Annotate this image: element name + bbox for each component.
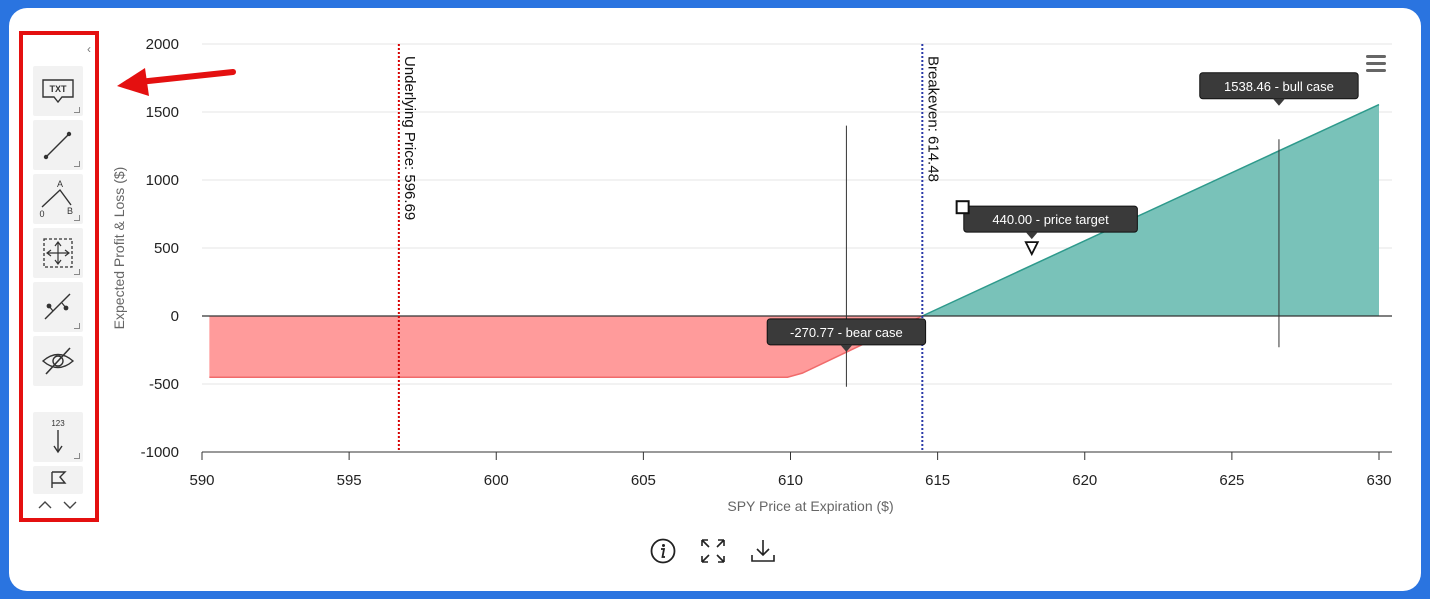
- annotations[interactable]: -270.77 - bear case 440.00 - price target…: [766, 72, 1359, 387]
- y-tick-label: -1000: [141, 444, 179, 461]
- angle-measure-icon: A 0 B: [39, 179, 73, 219]
- y-tick-label: 1500: [146, 104, 179, 121]
- tool-corner: [74, 161, 80, 167]
- text-annotation-tool-button[interactable]: TXT: [33, 66, 83, 116]
- tool-corner: [74, 323, 80, 329]
- line-with-points-icon: [44, 293, 71, 320]
- y-tick-label: 2000: [146, 36, 179, 53]
- annotation-label: 1538.46 - bull case: [1224, 79, 1334, 94]
- vertical-counter-tool-button[interactable]: 123: [33, 412, 83, 462]
- angle-label-0: 0: [39, 209, 44, 219]
- x-axis-label: SPY Price at Expiration ($): [727, 498, 893, 514]
- callout-arrow: [117, 68, 236, 96]
- annotation-callout[interactable]: 440.00 - price target: [963, 205, 1138, 240]
- annotation-pointer: [1272, 98, 1285, 106]
- toggle-annotations-tool-button[interactable]: [33, 336, 83, 386]
- tool-corner: [74, 107, 80, 113]
- breakeven-label: Breakeven: 614.48: [924, 56, 941, 182]
- axes: -1000 -500 0 500 1000 1500 2000 590 595 600 605 610…: [141, 36, 1392, 489]
- x-tick-label: 590: [189, 472, 214, 489]
- y-axis-label: Expected Profit & Loss ($): [111, 167, 127, 330]
- annotation-pointer: [840, 344, 853, 352]
- annotation-box: [963, 205, 1138, 233]
- txt-label: TXT: [50, 84, 68, 94]
- y-tick-label: 0: [171, 308, 179, 325]
- toolbar-highlight-frame: [19, 31, 99, 522]
- counter-label: 123: [51, 419, 65, 428]
- x-tick-label: 630: [1366, 472, 1391, 489]
- segment-tool-button[interactable]: [33, 120, 83, 170]
- info-icon[interactable]: [649, 537, 677, 565]
- eye-slash-icon: [41, 347, 75, 375]
- download-icon[interactable]: [749, 537, 777, 565]
- tool-corner: [74, 215, 80, 221]
- x-tick-label: 625: [1219, 472, 1244, 489]
- parallel-line-tool-button[interactable]: [33, 282, 83, 332]
- annotation-pointer: [1025, 232, 1038, 240]
- y-tick-label: 1000: [146, 172, 179, 189]
- annotation-callout[interactable]: -270.77 - bear case: [766, 318, 927, 352]
- angle-label-b: B: [67, 206, 73, 216]
- x-tick-label: 610: [778, 472, 803, 489]
- txt-callout-icon: TXT: [42, 79, 74, 104]
- angle-label-a: A: [57, 179, 63, 189]
- annotation-label: 440.00 - price target: [992, 212, 1109, 227]
- pnl-chart[interactable]: Underlying Price: 596.69 Breakeven: 614.4…: [9, 8, 1421, 591]
- fullscreen-icon[interactable]: [699, 537, 727, 565]
- underlying-price-label: Underlying Price: 596.69: [401, 56, 418, 220]
- annotation-drag-handle[interactable]: [955, 200, 970, 215]
- loss-area: [209, 316, 923, 378]
- measure-angle-tool-button[interactable]: A 0 B: [33, 174, 83, 224]
- x-tick-label: 600: [484, 472, 509, 489]
- annotation-label: -270.77 - bear case: [790, 325, 903, 340]
- annotation-callout[interactable]: 1538.46 - bull case: [1199, 72, 1359, 106]
- tool-corner: [74, 269, 80, 275]
- collapse-toolbar-button[interactable]: ‹: [87, 42, 91, 56]
- flag-tool-button[interactable]: [33, 466, 83, 494]
- flag-icon: [51, 471, 67, 488]
- x-tick-label: 595: [337, 472, 362, 489]
- price-target-marker[interactable]: [1024, 241, 1040, 257]
- x-tick-label: 620: [1072, 472, 1097, 489]
- chart-menu-button[interactable]: [1364, 53, 1388, 75]
- profit-line: [922, 103, 1380, 317]
- y-tick-label: -500: [149, 376, 179, 393]
- chevron-up-icon[interactable]: [37, 498, 53, 512]
- dashed-select-icon: [43, 238, 73, 268]
- y-tick-label: 500: [154, 240, 179, 257]
- x-tick-label: 615: [925, 472, 950, 489]
- chart-card: ‹ TXT A 0 B: [9, 8, 1421, 591]
- counter-arrow-icon: 123: [51, 419, 65, 454]
- zoom-select-tool-button[interactable]: [33, 228, 83, 278]
- tool-corner: [74, 453, 80, 459]
- x-tick-label: 605: [631, 472, 656, 489]
- line-segment-icon: [43, 131, 72, 160]
- reference-lines: Underlying Price: 596.69 Breakeven: 614.4…: [397, 44, 941, 452]
- chevron-down-icon[interactable]: [62, 498, 78, 512]
